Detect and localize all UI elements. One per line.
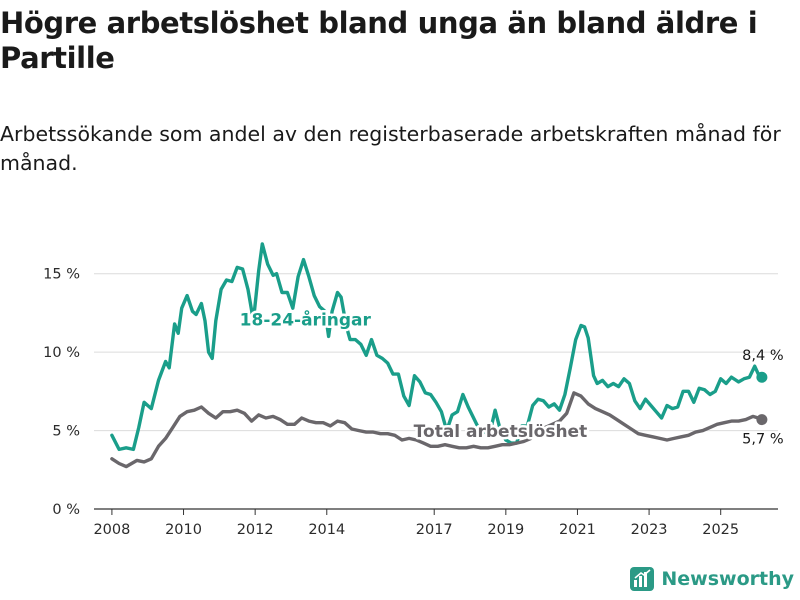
y-axis: 0 % 5 % 10 % 15 %	[43, 267, 80, 518]
series-line-total	[110, 391, 764, 469]
x-tick-label: 2008	[93, 522, 130, 538]
end-point-youth	[756, 371, 768, 383]
x-tick-label: 2017	[416, 522, 453, 538]
newsworthy-logo-icon	[630, 567, 655, 591]
x-tick-label: 2012	[237, 522, 274, 538]
x-tick-label: 2019	[487, 522, 524, 538]
labels: 8,4 % 5,7 % 18-24-åringar Total arbetslöshe…	[237, 306, 783, 448]
newsworthy-brand: Newsworthy	[629, 564, 794, 594]
x-tick-label: 2021	[559, 522, 596, 538]
end-point-total	[756, 414, 768, 426]
x-tick-label: 2014	[308, 522, 345, 538]
series-label-total: Total arbetslöshet	[414, 422, 588, 442]
x-tick-label: 2010	[165, 522, 202, 538]
y-tick-label: 10 %	[43, 345, 80, 361]
chart-subtitle: Arbetssökande som andel av den registerb…	[0, 122, 781, 175]
y-tick-label: 5 %	[52, 424, 80, 440]
x-tick-label: 2023	[631, 522, 668, 538]
series	[110, 242, 768, 469]
end-label-youth: 8,4 %	[742, 348, 783, 364]
x-axis: 2008 2010 2012 2014 2017 2019 2021 2023 2025	[93, 509, 739, 538]
chart-title: Högre arbetslöshet bland unga än bland ä…	[0, 6, 758, 75]
gridlines	[94, 273, 778, 510]
brand-name: Newsworthy	[661, 568, 794, 590]
y-tick-label: 15 %	[43, 267, 80, 283]
end-label-total: 5,7 %	[742, 432, 783, 448]
x-tick-label: 2025	[702, 522, 739, 538]
y-tick-label: 0 %	[52, 502, 80, 518]
series-line-youth	[110, 242, 764, 452]
series-label-youth: 18-24-åringar	[240, 308, 372, 330]
